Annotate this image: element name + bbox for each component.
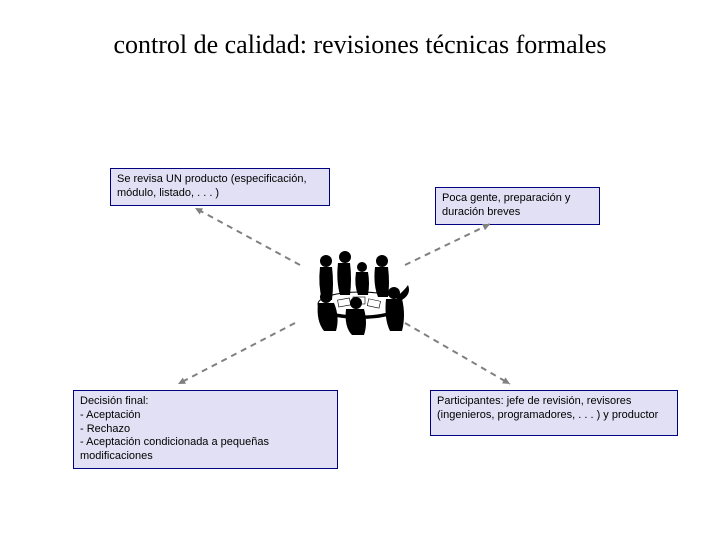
box-few-people: Poca gente, preparación y duración breve… [435, 187, 600, 225]
box-final-decision: Decisión final: - Aceptación - Rechazo -… [73, 390, 338, 469]
meeting-illustration-icon [290, 245, 430, 335]
box-product-reviewed: Se revisa UN producto (especificación, m… [110, 168, 330, 206]
box-participants: Participantes: jefe de revisión, revisor… [430, 390, 678, 436]
page-title: control de calidad: revisiones técnicas … [0, 30, 720, 60]
